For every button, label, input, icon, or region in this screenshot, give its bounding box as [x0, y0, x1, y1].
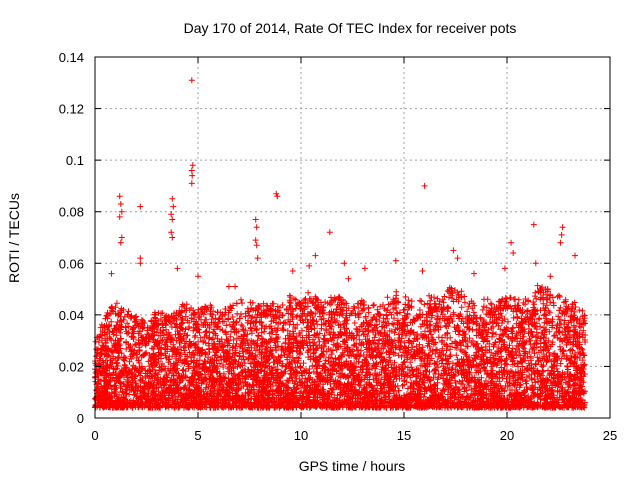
x-tick-label: 0 [91, 428, 98, 443]
y-tick-label: 0.06 [59, 256, 84, 271]
y-tick-label: 0.14 [59, 50, 84, 65]
roti-plus-markers [92, 77, 589, 411]
y-tick-label: 0.12 [59, 102, 84, 117]
y-tick-label: 0.1 [66, 153, 84, 168]
y-axis-label: ROTI / TECUs [6, 193, 22, 283]
x-tick-label: 5 [194, 428, 201, 443]
y-tick-label: 0.08 [59, 205, 84, 220]
plot-frame [94, 56, 611, 419]
x-tick-label: 25 [603, 428, 617, 443]
x-axis-label: GPS time / hours [299, 458, 406, 474]
y-tick-label: 0.02 [59, 359, 84, 374]
y-tick-label: 0 [77, 411, 84, 426]
x-tick-label: 15 [397, 428, 411, 443]
x-axis-tick-labels: 0 5 10 15 20 25 [91, 428, 617, 443]
y-tick-label: 0.04 [59, 308, 84, 323]
y-axis-tick-labels: 0 0.02 0.04 0.06 0.08 0.1 0.12 0.14 [59, 50, 84, 426]
x-tick-label: 10 [294, 428, 308, 443]
x-tick-label: 20 [500, 428, 514, 443]
chart-title: Day 170 of 2014, Rate Of TEC Index for r… [184, 20, 517, 36]
axis-ticks [94, 56, 611, 419]
data-points [92, 77, 589, 411]
